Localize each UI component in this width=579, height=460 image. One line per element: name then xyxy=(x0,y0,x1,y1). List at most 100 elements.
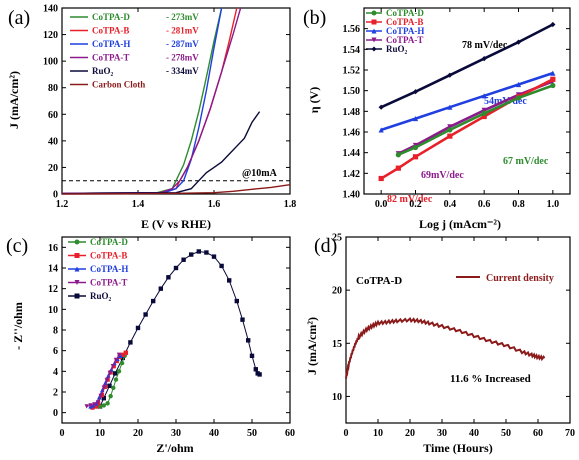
x-tick-label: 1.0 xyxy=(547,199,560,210)
series-cotpat-point xyxy=(113,357,119,363)
legend-name: CoTPA-T xyxy=(90,278,127,288)
x-tick-label: 20 xyxy=(133,428,143,439)
panel-d-label: (d) xyxy=(314,235,337,257)
series-cotpat-point xyxy=(104,378,110,383)
legend-name: CoTPA-B xyxy=(92,26,129,36)
panel-c-ylabel: - Z''/ohm xyxy=(11,302,25,350)
y-tick-label: 1.42 xyxy=(343,169,361,180)
series-cotpab-point xyxy=(447,133,453,139)
x-tick-label: 0 xyxy=(344,428,349,439)
series-cotpat-point xyxy=(110,363,116,369)
series-ruo-point xyxy=(378,104,384,110)
series-ruo-point xyxy=(101,396,106,401)
legend-marker-point xyxy=(74,239,80,245)
x-tick-label: 1.6 xyxy=(208,199,221,210)
series-cotpad-point xyxy=(111,385,116,391)
y-tick-label: 2 xyxy=(53,388,58,399)
series-cotpab-point xyxy=(481,113,487,120)
legend-name: CoTPA-T xyxy=(386,35,423,45)
series-cotpah-point xyxy=(447,104,453,110)
series-cotpab-point xyxy=(412,154,419,160)
series-cotpah-point xyxy=(550,70,556,76)
ann-b-slope: 82 mV/dec xyxy=(387,194,433,205)
series-ruo-point xyxy=(249,353,255,359)
panel-a-xlabel: E (V vs RHE) xyxy=(141,217,211,231)
series-cotpat-point xyxy=(481,107,487,113)
series-ruo-point xyxy=(135,325,141,331)
y-tick-label: 20 xyxy=(48,163,58,174)
panel-b-xlabel: Log j (mAcm⁻²) xyxy=(419,217,501,231)
y-tick-label: 60 xyxy=(48,110,58,121)
legend-name: Current density xyxy=(486,273,554,284)
series-cotpab-point xyxy=(378,175,384,182)
series-ruo-point xyxy=(181,257,186,262)
x-tick-label: 40 xyxy=(469,428,479,439)
x-tick-label: 0.6 xyxy=(478,199,491,210)
x-tick-label: 0.8 xyxy=(512,199,525,210)
series-cotpah-point xyxy=(378,127,384,133)
series-ruo-point xyxy=(515,39,522,45)
legend-name: RuO₂ xyxy=(92,66,114,76)
series-ruo-point xyxy=(204,250,209,255)
y-tick-label: 80 xyxy=(48,83,58,94)
y-tick-label: 1.44 xyxy=(343,148,361,159)
x-tick-label: 30 xyxy=(437,428,447,439)
panel-b-label: (b) xyxy=(303,7,326,29)
series-cotpat-point xyxy=(107,371,113,376)
y-tick-label: 1.40 xyxy=(343,190,361,201)
panel-d-ylabel: J (mA/cm²) xyxy=(305,317,319,375)
legend-name: CoTPA-D xyxy=(386,8,424,18)
series-ruo-point xyxy=(481,56,487,62)
panel-a-label: (a) xyxy=(8,7,30,29)
series-carboncloth-line xyxy=(61,184,291,195)
series-cotpat-point xyxy=(84,404,89,409)
y-tick-label: 1.56 xyxy=(343,24,361,35)
series-cotpad-point xyxy=(412,144,419,151)
series-cotpad-line xyxy=(61,7,223,194)
legend-name: CoTPA-B xyxy=(90,251,127,261)
series-cotpad-point xyxy=(550,82,556,89)
series-cotpat-point xyxy=(88,403,93,408)
y-tick-label: 1.50 xyxy=(343,86,361,97)
series-cotpah-point xyxy=(118,353,123,359)
x-tick-label: 0.4 xyxy=(444,199,457,210)
y-tick-label: 1.46 xyxy=(343,128,361,139)
ann-ruo2-slope: 78 mV/dec xyxy=(462,40,508,51)
series-current-density-line xyxy=(345,316,546,379)
series-ruo-point xyxy=(189,252,194,257)
y-tick-label: 8 xyxy=(53,326,58,337)
x-tick-label: 70 xyxy=(565,428,575,439)
series-ruo-point xyxy=(120,355,125,361)
y-tick-label: 0 xyxy=(53,408,58,419)
legend-marker-point xyxy=(74,293,80,299)
panel-b-frame xyxy=(363,7,571,195)
legend-marker-point xyxy=(371,46,377,52)
legend-value: - 273mV xyxy=(166,12,199,22)
series-ruo-point xyxy=(151,298,156,304)
series-ruo-point xyxy=(196,249,201,254)
series-ruo-point xyxy=(158,286,163,291)
series-cotpad-point xyxy=(119,360,125,366)
series-cotpah-point xyxy=(100,387,105,393)
y-tick-label: 15 xyxy=(332,339,342,350)
legend-name: RuO₂ xyxy=(386,44,408,54)
y-tick-label: 16 xyxy=(48,243,58,254)
y-tick-label: 1.48 xyxy=(343,107,361,118)
series-cotpab-point xyxy=(395,165,401,171)
panel-a-ylabel: J (mA/cm²) xyxy=(7,71,21,129)
ann-t-slope: 69mV/dec xyxy=(421,170,464,181)
legend-name: CoTPA-D xyxy=(90,237,128,247)
x-tick-label: 50 xyxy=(247,428,257,439)
series-cotpad-point xyxy=(101,403,107,408)
series-cotpat-point xyxy=(116,352,122,357)
panel-a: (a) J (mA/cm²) E (V vs RHE) CoTPA-D - 273… xyxy=(7,4,296,232)
panel-a-legend: CoTPA-D - 273mV CoTPA-B - 281mV CoTPA-H - 287… xyxy=(70,12,199,90)
y-tick-label: 40 xyxy=(48,136,58,147)
series-cotpat-point xyxy=(98,393,103,399)
series-cotpad-point xyxy=(447,127,453,133)
x-tick-label: 30 xyxy=(171,428,181,439)
legend-name: RuO₂ xyxy=(90,291,112,301)
series-cotpat-point xyxy=(101,385,106,391)
series-cotpah-point xyxy=(412,115,419,122)
